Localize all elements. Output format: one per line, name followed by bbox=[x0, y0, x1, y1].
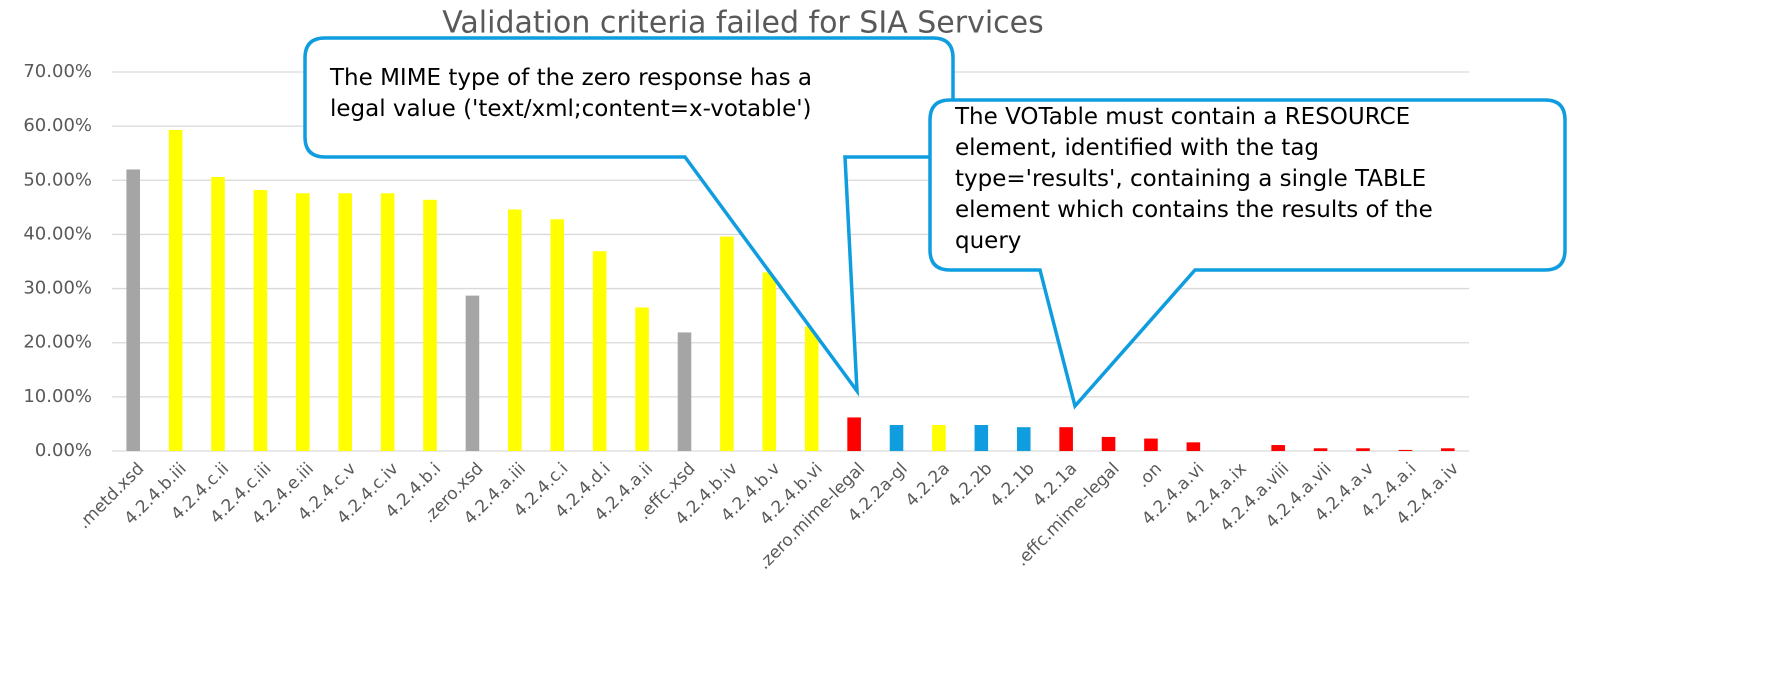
bar bbox=[592, 251, 607, 451]
callout-line: element which contains the results of th… bbox=[955, 197, 1433, 223]
bar bbox=[253, 190, 268, 451]
bar bbox=[1144, 438, 1158, 451]
bar bbox=[1186, 442, 1201, 451]
callout-text: The MIME type of the zero response has a… bbox=[330, 63, 812, 125]
callout-shape bbox=[928, 98, 1567, 410]
bar bbox=[635, 307, 649, 451]
callout-1 bbox=[303, 36, 955, 397]
y-tick-label: 60.00% bbox=[23, 115, 92, 136]
callout-2 bbox=[928, 98, 1567, 410]
bar bbox=[1398, 449, 1413, 451]
bar bbox=[804, 326, 819, 451]
bar bbox=[1271, 445, 1285, 451]
callout-line: element, identified with the tag bbox=[955, 135, 1320, 161]
y-tick-label: 70.00% bbox=[23, 61, 92, 82]
bar bbox=[1313, 448, 1328, 451]
bar bbox=[1016, 427, 1031, 451]
bar bbox=[932, 425, 946, 451]
callout-shape bbox=[303, 36, 955, 397]
x-tick-label: 4.2.2a bbox=[902, 459, 954, 511]
bar bbox=[1059, 427, 1073, 451]
chart-title: Validation criteria failed for SIA Servi… bbox=[442, 6, 1044, 41]
bar bbox=[508, 209, 522, 451]
y-tick-label: 30.00% bbox=[23, 278, 92, 299]
callout-line: The MIME type of the zero response has a bbox=[330, 65, 813, 91]
callout-text: The VOTable must contain a RESOURCE eleme… bbox=[955, 102, 1433, 267]
bar bbox=[168, 129, 183, 451]
x-tick-label: .on bbox=[1133, 459, 1166, 492]
bar bbox=[423, 199, 437, 451]
y-tick-label: 50.00% bbox=[23, 169, 92, 190]
bar bbox=[677, 332, 692, 451]
x-tick-label: 4.2.2b bbox=[944, 459, 996, 511]
bar bbox=[889, 425, 904, 451]
bar bbox=[847, 417, 861, 451]
y-tick-label: 10.00% bbox=[23, 386, 92, 407]
x-tick-label: 4.2.1b bbox=[986, 459, 1038, 511]
bar bbox=[380, 193, 395, 451]
bar bbox=[720, 236, 734, 451]
bar bbox=[1101, 436, 1116, 451]
y-tick-label: 0.00% bbox=[35, 440, 92, 461]
callout-line: query bbox=[955, 228, 1022, 254]
bar bbox=[126, 169, 140, 451]
callout-line: type='results', containing a single TABL… bbox=[955, 166, 1427, 192]
bar bbox=[296, 193, 310, 451]
y-tick-label: 40.00% bbox=[23, 223, 92, 244]
bar bbox=[465, 295, 480, 451]
bar bbox=[974, 425, 989, 451]
bar bbox=[338, 193, 353, 451]
bar bbox=[211, 177, 225, 451]
bar bbox=[762, 272, 777, 451]
bar bbox=[1441, 448, 1455, 451]
callout-line: The VOTable must contain a RESOURCE bbox=[955, 104, 1411, 130]
bar bbox=[1356, 448, 1370, 451]
bar bbox=[550, 219, 565, 451]
y-tick-label: 20.00% bbox=[23, 332, 92, 353]
callout-line: legal value ('text/xml;content=x-votable… bbox=[330, 96, 812, 122]
